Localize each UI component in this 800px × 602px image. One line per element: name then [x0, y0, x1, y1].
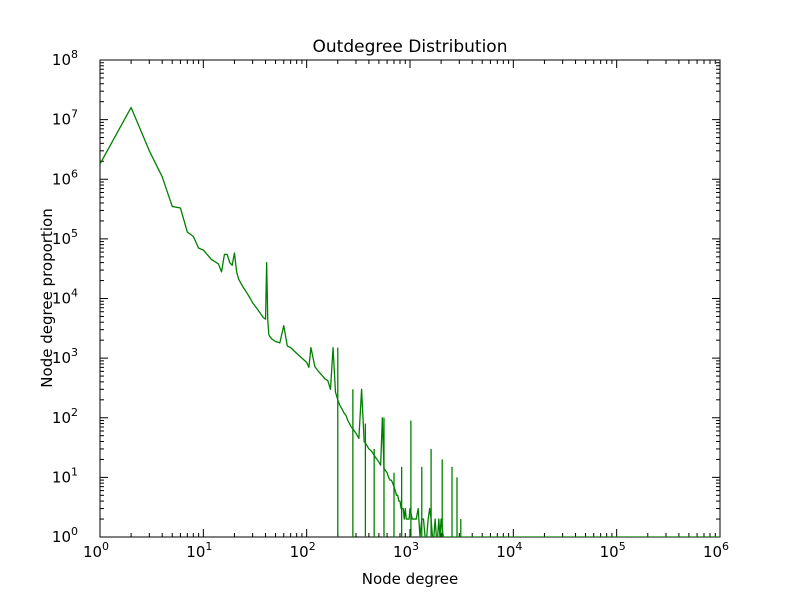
y-tick-label: 108	[52, 48, 78, 69]
y-ticks: 100 101 102 103 104 105 106 107 108	[52, 48, 720, 546]
x-axis-label: Node degree	[362, 570, 458, 588]
x-tick-label: 105	[600, 540, 626, 561]
x-tick-label: 101	[186, 540, 212, 561]
y-tick-label: 107	[52, 108, 78, 129]
y-tick-label: 105	[52, 227, 78, 248]
x-tick-label: 103	[393, 540, 419, 561]
x-tick-label: 104	[496, 540, 522, 561]
y-tick-label: 102	[52, 406, 78, 427]
plot-area	[100, 106, 720, 537]
series-group	[100, 106, 720, 537]
y-tick-label: 106	[52, 167, 78, 188]
chart-title: Outdegree Distribution	[313, 37, 508, 57]
y-tick-label: 100	[52, 525, 78, 546]
x-tick-label: 106	[703, 540, 729, 561]
y-tick-label: 101	[52, 465, 78, 486]
y-axis-label: Node degree proportion	[38, 208, 56, 387]
y-tick-label: 103	[52, 346, 78, 367]
x-tick-label: 102	[290, 540, 316, 561]
x-tick-label: 100	[83, 540, 109, 561]
y-tick-label: 104	[52, 287, 78, 308]
x-ticks: 100 101 102 103 104 105 106	[83, 60, 729, 561]
